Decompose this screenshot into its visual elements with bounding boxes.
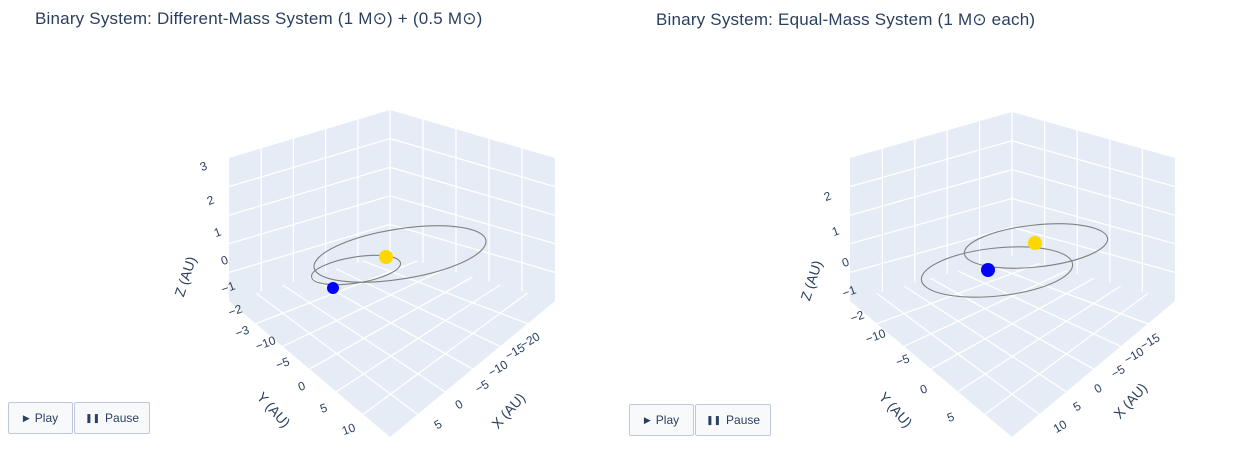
z-tick-label: 3 — [198, 159, 209, 175]
play-label: Play — [655, 413, 680, 427]
body-primary — [379, 250, 393, 264]
z-tick-label: −2 — [848, 308, 866, 326]
orbit-path-2 — [920, 246, 1074, 298]
x-tick-label: 10 — [1051, 417, 1070, 436]
pause-label: Pause — [105, 411, 140, 425]
z-tick-label: −3 — [233, 323, 251, 341]
z-axis-title: Z (AU) — [171, 254, 199, 298]
floor-plane — [850, 256, 1175, 437]
z-axis-title: Z (AU) — [797, 258, 825, 302]
chart-title-right: Binary System: Equal-Mass System (1 M⊙ e… — [656, 10, 1036, 29]
x-tick-label: 5 — [432, 417, 445, 433]
y-tick-label: −10 — [864, 326, 888, 346]
play-button-left[interactable]: ▶ Play — [8, 402, 73, 434]
z-tick-label: −1 — [219, 279, 237, 297]
x-tick-label: −5 — [1109, 362, 1128, 381]
y-tick-label: −5 — [274, 354, 292, 372]
back-wall-right — [1012, 112, 1175, 301]
z-tick-label: −2 — [226, 302, 244, 320]
z-tick-label: −1 — [840, 283, 858, 301]
grid-line — [984, 292, 1149, 415]
y-axis-title: Y (AU) — [254, 389, 294, 431]
x-tick-label: 5 — [1071, 399, 1084, 415]
orbit-path-1 — [313, 225, 487, 283]
body-body-2 — [981, 263, 995, 277]
pause-icon: ❚❚ — [705, 414, 722, 425]
back-wall-left — [229, 110, 390, 301]
back-wall-left — [850, 112, 1012, 301]
chart-title-left: Binary System: Different-Mass System (1 … — [35, 9, 483, 28]
z-tick-label: 0 — [840, 255, 851, 271]
z-tick-label: 0 — [219, 253, 230, 269]
grid-line — [362, 292, 528, 415]
x-tick-label: 0 — [453, 397, 466, 413]
play-button-right[interactable]: ▶ Play — [629, 404, 694, 436]
y-tick-label: 5 — [945, 409, 956, 425]
y-tick-label: −5 — [894, 351, 912, 369]
pause-button-left[interactable]: ❚❚ Pause — [74, 402, 150, 434]
y-tick-label: 5 — [318, 400, 329, 416]
x-tick-label: −5 — [473, 377, 492, 396]
pause-button-right[interactable]: ❚❚ Pause — [695, 404, 771, 436]
y-tick-label: 10 — [340, 420, 358, 438]
x-axis-title: X (AU) — [1110, 380, 1150, 422]
pause-label: Pause — [726, 413, 761, 427]
body-body-1 — [1028, 236, 1042, 250]
z-tick-label: 2 — [205, 193, 216, 209]
z-tick-label: 2 — [822, 189, 833, 205]
y-axis-title: Y (AU) — [876, 389, 916, 431]
x-tick-label: 0 — [1092, 381, 1105, 397]
y-tick-label: 0 — [918, 381, 929, 397]
x-tick-label: −10 — [486, 357, 511, 379]
z-tick-label: 1 — [830, 224, 841, 240]
play-icon: ▶ — [22, 412, 30, 423]
y-tick-label: 0 — [296, 378, 307, 394]
back-wall-right — [390, 110, 555, 301]
play-icon: ▶ — [643, 414, 651, 425]
y-tick-label: −10 — [254, 333, 278, 353]
x-axis-title: X (AU) — [488, 390, 528, 432]
z-tick-label: 1 — [212, 225, 223, 241]
floor-plane — [229, 253, 555, 437]
pause-icon: ❚❚ — [84, 412, 101, 423]
play-label: Play — [34, 411, 59, 425]
orbit-path-2 — [310, 254, 402, 286]
body-secondary — [327, 282, 339, 294]
